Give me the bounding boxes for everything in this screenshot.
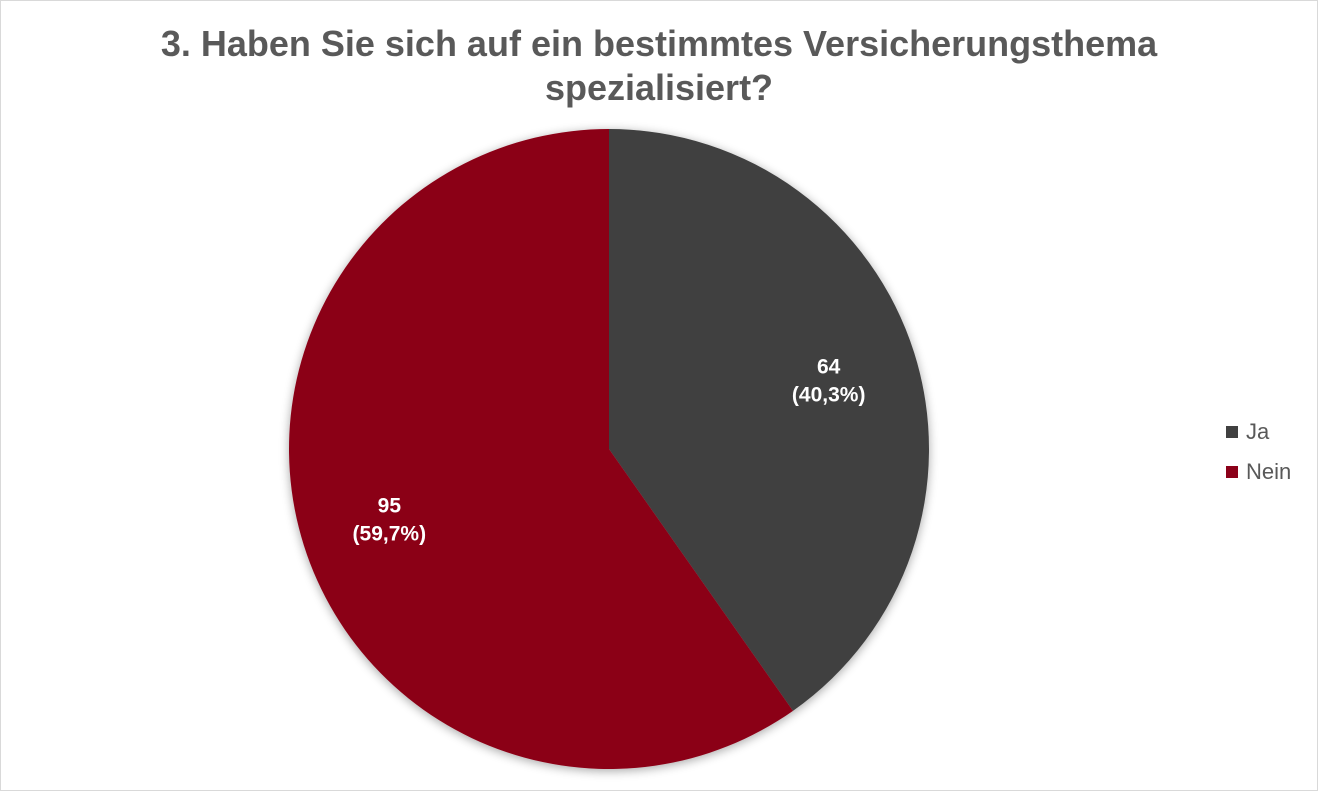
chart-title: 3. Haben Sie sich auf ein bestimmtes Ver… [0,22,1318,110]
pie-slice-ja [609,129,930,711]
chart-title-line-1: 3. Haben Sie sich auf ein bestimmtes Ver… [160,23,1158,64]
legend-swatch-nein [1226,466,1238,478]
legend-swatch-ja [1226,426,1238,438]
legend: Ja Nein [1226,418,1291,498]
pie-slice-nein [289,129,793,770]
legend-item-nein: Nein [1226,458,1291,486]
data-label-ja: 64 (40,3%) [792,356,866,407]
legend-item-ja: Ja [1226,418,1291,446]
data-label-nein: 95 (59,7%) [353,494,427,545]
legend-label-nein: Nein [1246,459,1292,484]
legend-label-ja: Ja [1246,419,1270,444]
chart-title-line-2: spezialisiert? [544,67,774,108]
